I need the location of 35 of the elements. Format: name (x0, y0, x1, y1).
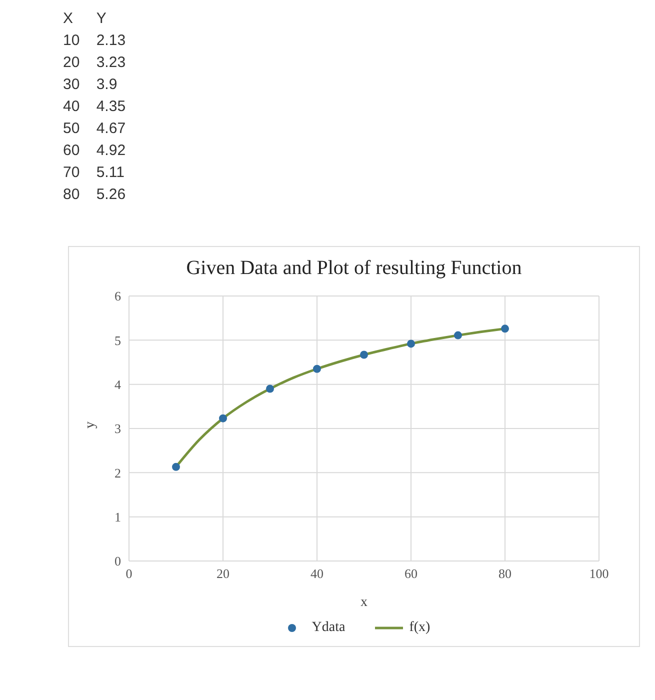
text: 20 3.23 (63, 53, 127, 73)
y-tick-label: 5 (114, 332, 121, 348)
x-axis-title: x (360, 595, 368, 610)
text: X Y (63, 9, 108, 29)
point (501, 324, 509, 333)
x-tick-label: 0 (126, 566, 132, 582)
text: 30 3.9 (63, 75, 118, 95)
y-tick-label: 4 (114, 376, 122, 392)
x-tick-label: 80 (498, 566, 512, 582)
y-tick-label: 6 (114, 288, 122, 304)
text: 80 5.26 (63, 185, 127, 205)
text: 10 2.13 (63, 31, 127, 51)
y-tick-label: 0 (114, 554, 121, 569)
x-tick-label: 40 (310, 566, 324, 582)
legend-label: f(x) (409, 620, 430, 636)
point (219, 414, 227, 422)
y-axis-title: y (82, 422, 98, 428)
point (266, 384, 274, 393)
x-tick-label: 60 (404, 566, 418, 582)
point (454, 331, 462, 340)
y-tick-label: 1 (114, 509, 121, 524)
point (172, 462, 180, 471)
point (360, 350, 368, 359)
point (313, 364, 321, 373)
x-tick-label: 20 (216, 566, 230, 582)
chart-title: Given Data and Plot of resulting Function (185, 257, 523, 280)
text: 40 4.35 (63, 97, 127, 117)
text: 70 5.11 (63, 163, 126, 183)
legend-label: Ydata (312, 620, 346, 636)
y-tick-label: 3 (114, 421, 121, 436)
text: 50 4.67 (63, 119, 127, 139)
point (407, 340, 415, 348)
y-tick-label: 2 (114, 465, 121, 480)
x-tick-label: 100 (589, 566, 609, 582)
text: 60 4.92 (63, 141, 127, 161)
